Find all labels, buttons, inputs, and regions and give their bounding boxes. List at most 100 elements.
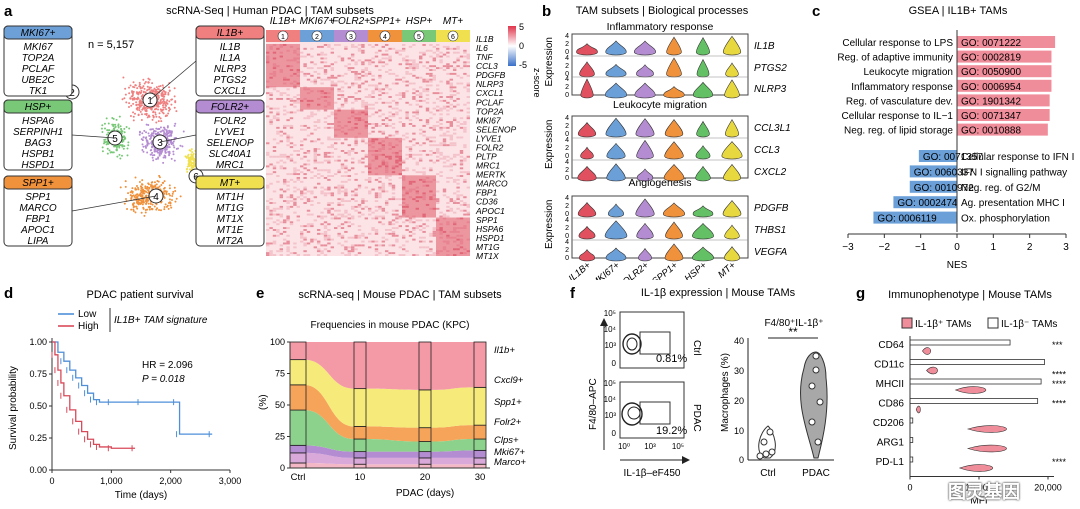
heatmap-gene-label: SPP1 — [476, 215, 498, 225]
heatmap-cell — [354, 72, 358, 75]
umap-point — [158, 153, 161, 156]
heatmap-cell — [436, 229, 440, 231]
point — [762, 450, 770, 458]
immuno-legend-neg: IL-1β⁻ TAMs — [1001, 319, 1057, 330]
panel-a-title: scRNA-Seq | Human PDAC | TAM subsets — [166, 5, 374, 17]
km-ytick: 0.50 — [29, 401, 47, 411]
heatmap-cell — [466, 213, 470, 216]
heatmap-cell — [296, 205, 300, 208]
heatmap-cell — [432, 45, 436, 48]
heatmap-cell — [398, 94, 402, 97]
umap-point — [105, 117, 108, 120]
heatmap-cell — [272, 221, 277, 224]
heatmap-cell — [289, 45, 294, 48]
heatmap-cell — [422, 99, 426, 102]
umap-point — [147, 132, 150, 135]
umap-point — [166, 136, 169, 139]
heatmap-cell — [320, 142, 324, 145]
heatmap-cell — [293, 111, 297, 114]
umap-point — [144, 185, 147, 188]
heatmap-cell — [398, 203, 402, 206]
heatmap-cell — [425, 109, 430, 112]
umap-point — [131, 191, 134, 194]
heatmap-cell — [337, 80, 341, 83]
area-ytick: 100 — [270, 337, 285, 347]
flow-contour-pdac-inner — [627, 406, 641, 420]
heatmap-cell — [391, 107, 396, 110]
heatmap-cell — [306, 67, 311, 70]
heatmap-cell — [286, 219, 290, 222]
umap-point — [140, 200, 143, 203]
heatmap-cell — [422, 134, 426, 137]
umap-point — [140, 183, 143, 186]
gsea-term: Cellular response to IL−1 — [842, 111, 954, 122]
umap-point — [164, 156, 167, 159]
heatmap-cell — [279, 44, 283, 46]
heatmap-cell — [347, 175, 351, 177]
heatmap-cell — [351, 215, 355, 218]
heatmap-cell — [361, 61, 365, 64]
immuno-legend-pos: IL-1β⁺ TAMs — [915, 319, 971, 330]
heatmap-cell — [330, 51, 334, 54]
heatmap-cell — [391, 186, 396, 189]
heatmap-cell — [442, 161, 447, 164]
heatmap-cell — [405, 70, 409, 73]
heatmap-cell — [306, 163, 311, 166]
umap-point — [167, 93, 170, 96]
heatmap-cell — [272, 57, 277, 60]
heatmap-cell — [398, 246, 402, 249]
violin-shape — [692, 205, 714, 218]
heatmap-cell — [425, 67, 430, 70]
heatmap-cell — [283, 124, 287, 127]
heatmap-cell — [351, 161, 355, 164]
heatmap-cell — [388, 134, 392, 137]
heatmap-cell — [354, 151, 358, 154]
heatmap-cell — [357, 159, 362, 162]
heatmap-cell — [439, 117, 443, 120]
violin-shape — [696, 120, 710, 138]
heatmap-cell — [374, 111, 379, 114]
heatmap-cell — [368, 96, 372, 98]
heatmap-cell — [398, 53, 402, 56]
heatmap-cell — [364, 103, 368, 106]
heatmap-cell — [289, 173, 294, 176]
umap-point — [142, 78, 145, 81]
umap-point — [106, 152, 109, 155]
heatmap-cell — [442, 142, 447, 145]
heatmap-cell — [283, 161, 287, 164]
heatmap-cell — [405, 84, 409, 87]
heatmap-cell — [402, 248, 406, 251]
heatmap-cell — [347, 144, 351, 147]
umap-point — [141, 102, 144, 105]
heatmap-cell — [327, 223, 331, 226]
heatmap-cell — [323, 92, 328, 95]
umap-point — [106, 147, 109, 150]
heatmap-cell — [395, 51, 399, 54]
umap-point — [112, 151, 115, 154]
heatmap-cell — [459, 55, 464, 58]
km-p: P = 0.018 — [142, 374, 185, 385]
heatmap-cell — [425, 101, 430, 104]
heatmap-cell — [456, 186, 460, 189]
heatmap-cell — [395, 94, 399, 97]
heatmap-cell — [340, 90, 345, 93]
heatmap-cell — [357, 119, 362, 122]
heatmap-cell — [385, 155, 389, 158]
immuno-sig: **** — [1052, 399, 1067, 409]
heatmap-cell — [266, 165, 270, 168]
umap-point — [144, 113, 147, 116]
heatmap-cell — [364, 236, 368, 239]
heatmap-cell — [381, 123, 385, 125]
umap-point — [164, 106, 167, 109]
heatmap-cell — [425, 119, 430, 122]
heatmap-cell — [323, 159, 328, 162]
heatmap-cell — [303, 74, 307, 77]
heatmap-cell — [459, 136, 464, 139]
violin-ytick: 4 — [565, 55, 569, 62]
umap-point — [155, 203, 158, 206]
flow-plot-pdac — [619, 381, 685, 439]
heatmap-cell — [374, 230, 379, 233]
heatmap-cell — [344, 65, 348, 68]
violin-shape — [605, 117, 627, 138]
heatmap-cell — [296, 61, 300, 64]
